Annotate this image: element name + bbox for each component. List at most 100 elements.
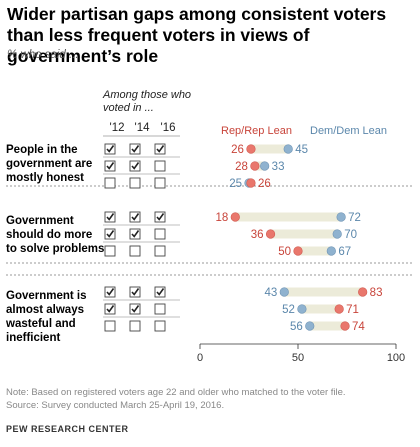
- checkbox: [129, 177, 141, 189]
- rep-value-label: 83: [370, 287, 383, 299]
- checkmark-icon: [131, 145, 140, 153]
- range-bar: [301, 304, 340, 314]
- rep-value-label: 71: [346, 304, 359, 316]
- dem-value-label: 25: [229, 178, 242, 190]
- chart-subtitle: % who said ...: [7, 49, 79, 61]
- range-bar: [250, 144, 289, 154]
- checkbox: [129, 320, 141, 332]
- dem-dot: [332, 229, 342, 239]
- checkmark-icon: [106, 145, 115, 153]
- checkmark-icon: [131, 305, 140, 313]
- checkmark-icon: [106, 162, 115, 170]
- rep-value-label: 36: [251, 229, 264, 241]
- checkmark-icon: [131, 288, 140, 296]
- checkbox: [129, 245, 141, 257]
- dem-dot: [336, 212, 346, 222]
- checkbox: [154, 177, 166, 189]
- checkbox: [154, 303, 166, 315]
- checkbox: [104, 303, 116, 315]
- dem-value-label: 67: [338, 246, 351, 258]
- checkbox: [154, 143, 166, 155]
- dem-value-label: 70: [344, 229, 357, 241]
- dem-value-label: 72: [348, 212, 361, 224]
- category-label-wasteful: Government is almost always wasteful and…: [6, 290, 87, 344]
- dem-value-label: 33: [272, 161, 285, 173]
- checkbox: [154, 211, 166, 223]
- checkbox: [104, 245, 116, 257]
- category-label-honest: People in the government are mostly hone…: [6, 144, 93, 184]
- checkmark-icon: [106, 288, 115, 296]
- x-tick-label: 100: [387, 352, 405, 364]
- checkmark-icon: [131, 213, 140, 221]
- dem-dot: [297, 304, 307, 314]
- checkbox: [129, 160, 141, 172]
- category-label-do-more: Government should do more to solve probl…: [6, 215, 105, 255]
- dem-dot: [283, 144, 293, 154]
- rep-value-label: 26: [231, 144, 244, 156]
- checkbox: [104, 286, 116, 298]
- checkmark-icon: [131, 162, 140, 170]
- checkbox: [104, 211, 116, 223]
- rep-dot: [358, 287, 368, 297]
- checkbox: [154, 320, 166, 332]
- checkbox: [154, 286, 166, 298]
- checkbox: [154, 245, 166, 257]
- checkbox: [104, 177, 116, 189]
- legend-dem: Dem/Dem Lean: [310, 125, 388, 137]
- rep-value-label: 50: [278, 246, 291, 258]
- dem-value-label: 56: [290, 321, 303, 333]
- rep-value-label: 26: [258, 178, 271, 190]
- range-bar: [235, 212, 342, 222]
- range-bar: [270, 229, 338, 239]
- rep-value-label: 28: [235, 161, 248, 173]
- dem-value-label: 43: [264, 287, 277, 299]
- checkmark-icon: [156, 288, 165, 296]
- checkmark-icon: [106, 213, 115, 221]
- rep-dot: [340, 321, 350, 331]
- rep-dot: [246, 144, 256, 154]
- range-bar: [284, 287, 363, 297]
- x-tick-label: 0: [197, 352, 203, 364]
- checkbox: [154, 160, 166, 172]
- footer-source: Source: Survey conducted March 25-April …: [6, 400, 225, 411]
- year-header-2012: '12: [109, 122, 125, 134]
- checkmark-icon: [156, 213, 165, 221]
- rep-dot: [250, 161, 260, 171]
- dem-dot: [305, 321, 315, 331]
- checkmark-icon: [131, 230, 140, 238]
- footer-note: Note: Based on registered voters age 22 …: [6, 387, 346, 398]
- range-bar: [309, 321, 346, 331]
- rep-dot: [334, 304, 344, 314]
- dem-dot: [279, 287, 289, 297]
- legend-rep: Rep/Rep Lean: [221, 125, 292, 137]
- checkbox: [154, 228, 166, 240]
- rep-dot: [293, 246, 303, 256]
- rep-dot: [246, 178, 256, 188]
- dem-value-label: 45: [295, 144, 308, 156]
- table-header-among: Among those who voted in ...: [103, 89, 192, 114]
- checkbox: [129, 228, 141, 240]
- year-header-2014: '14: [134, 122, 150, 134]
- brand-logo-text: PEW RESEARCH CENTER: [6, 424, 129, 434]
- checkbox: [129, 303, 141, 315]
- rep-value-label: 18: [215, 212, 228, 224]
- dem-value-label: 52: [282, 304, 295, 316]
- checkbox: [104, 320, 116, 332]
- checkbox: [129, 286, 141, 298]
- range-bar: [298, 246, 332, 256]
- rep-dot: [265, 229, 276, 239]
- checkbox: [129, 211, 141, 223]
- checkbox: [104, 160, 116, 172]
- checkmark-icon: [106, 305, 115, 313]
- chart-title: Wider partisan gaps among consistent vot…: [7, 4, 387, 66]
- dem-dot: [260, 161, 270, 171]
- range-bar: [254, 161, 265, 171]
- rep-dot: [230, 212, 240, 222]
- year-header-2016: '16: [160, 122, 176, 134]
- checkbox: [129, 143, 141, 155]
- x-tick-label: 50: [292, 352, 304, 364]
- checkbox: [104, 143, 116, 155]
- checkmark-icon: [156, 145, 165, 153]
- checkbox: [104, 228, 116, 240]
